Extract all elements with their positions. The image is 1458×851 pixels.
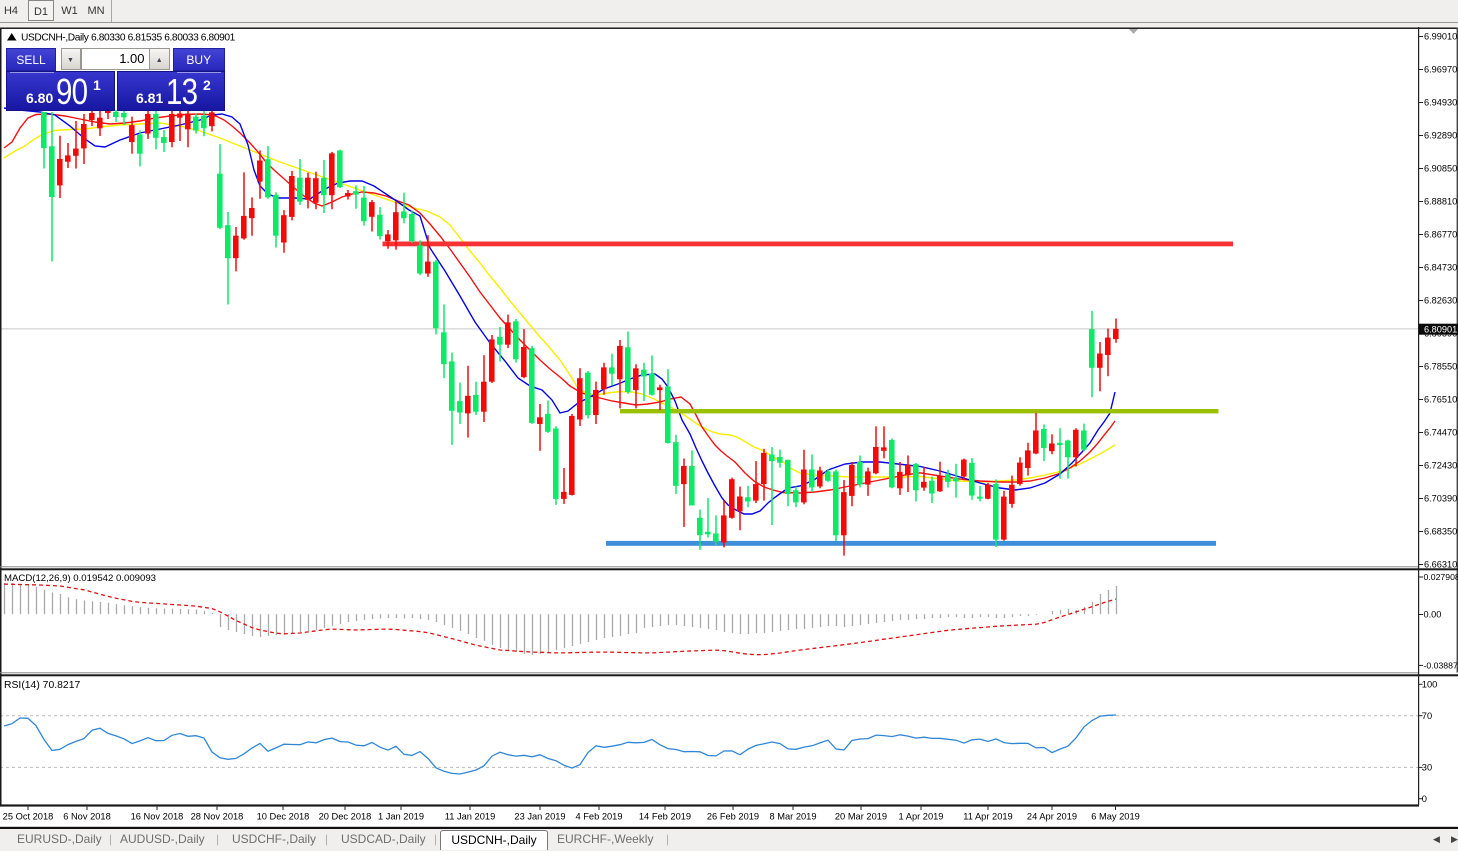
svg-text:10 Dec 2018: 10 Dec 2018 [257, 812, 310, 822]
svg-text:28 Nov 2018: 28 Nov 2018 [191, 812, 244, 822]
svg-text:0.00: 0.00 [1424, 610, 1442, 620]
svg-text:16 Nov 2018: 16 Nov 2018 [131, 812, 184, 822]
svg-text:MACD(12,26,9) 0.019542 0.00909: MACD(12,26,9) 0.019542 0.009093 [4, 573, 156, 584]
svg-text:70: 70 [1422, 711, 1432, 721]
svg-text:100: 100 [1422, 680, 1438, 690]
svg-text:14 Feb 2019: 14 Feb 2019 [639, 812, 691, 822]
svg-text:6.68350: 6.68350 [1424, 527, 1457, 537]
svg-text:USDCNH-,Daily 6.80330 6.81535: USDCNH-,Daily 6.80330 6.81535 6.80033 6.… [21, 33, 236, 44]
svg-text:20 Dec 2018: 20 Dec 2018 [319, 812, 372, 822]
svg-text:30: 30 [1422, 763, 1432, 773]
svg-text:26 Feb 2019: 26 Feb 2019 [707, 812, 759, 822]
svg-text:25 Oct 2018: 25 Oct 2018 [3, 812, 54, 822]
svg-text:11 Jan 2019: 11 Jan 2019 [445, 812, 496, 822]
svg-text:23 Jan 2019: 23 Jan 2019 [514, 812, 565, 822]
svg-text:1 Jan 2019: 1 Jan 2019 [378, 812, 424, 822]
svg-text:6.84730: 6.84730 [1424, 263, 1457, 273]
svg-text:6.88810: 6.88810 [1424, 197, 1457, 207]
svg-text:4 Feb 2019: 4 Feb 2019 [575, 812, 622, 822]
svg-text:6.86770: 6.86770 [1424, 230, 1457, 240]
svg-text:-0.03887: -0.03887 [1424, 661, 1458, 671]
svg-text:6.74470: 6.74470 [1424, 428, 1457, 438]
svg-text:6.90850: 6.90850 [1424, 164, 1457, 174]
svg-text:6.76510: 6.76510 [1424, 395, 1457, 405]
svg-text:RSI(14) 70.8217: RSI(14) 70.8217 [4, 680, 80, 691]
svg-text:6.66310: 6.66310 [1424, 560, 1457, 570]
svg-text:6 Nov 2018: 6 Nov 2018 [63, 812, 111, 822]
svg-text:6.78550: 6.78550 [1424, 362, 1457, 372]
svg-text:6.80901: 6.80901 [1424, 324, 1457, 334]
svg-text:0.027908: 0.027908 [1424, 572, 1458, 582]
svg-text:1 Apr 2019: 1 Apr 2019 [899, 812, 944, 822]
svg-text:24 Apr 2019: 24 Apr 2019 [1027, 812, 1077, 822]
svg-text:6.70390: 6.70390 [1424, 494, 1457, 504]
svg-text:6.96970: 6.96970 [1424, 65, 1457, 75]
svg-text:6.72430: 6.72430 [1424, 461, 1457, 471]
svg-text:6.94930: 6.94930 [1424, 98, 1457, 108]
svg-text:11 Apr 2019: 11 Apr 2019 [963, 812, 1012, 822]
svg-text:0: 0 [1422, 794, 1427, 804]
svg-text:8 Mar 2019: 8 Mar 2019 [769, 812, 816, 822]
svg-text:20 Mar 2019: 20 Mar 2019 [835, 812, 887, 822]
svg-text:6.92890: 6.92890 [1424, 131, 1457, 141]
svg-text:6 May 2019: 6 May 2019 [1091, 812, 1140, 822]
svg-text:6.82630: 6.82630 [1424, 296, 1457, 306]
svg-text:6.99010: 6.99010 [1424, 32, 1457, 42]
